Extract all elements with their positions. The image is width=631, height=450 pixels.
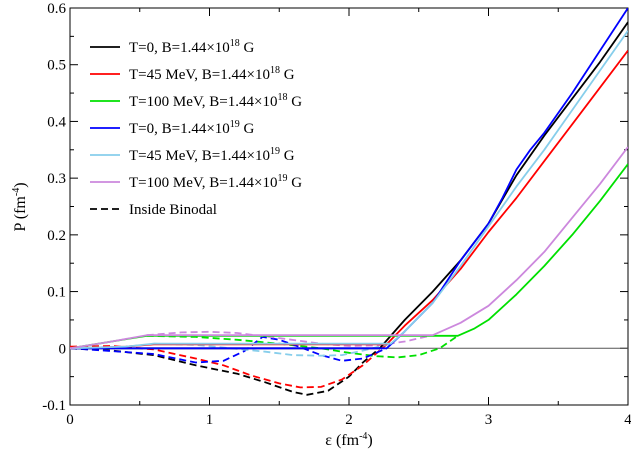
y-tick-label: -0.1	[42, 398, 66, 414]
binodal-curve	[70, 343, 388, 389]
axis-tick-labels: 0 1 2 3 4-0.100.10.20.30.40.50.6	[42, 1, 631, 428]
legend-label: T=45 MeV, B=1.44×1019 G	[129, 146, 295, 164]
x-tick-label: 4	[624, 412, 631, 428]
x-tick-label: 0	[66, 412, 74, 428]
y-tick-label: 0.4	[47, 114, 66, 130]
y-tick-label: 0.5	[47, 58, 66, 74]
y-axis-title: P (fm-4)	[11, 182, 29, 231]
binodal-curve	[153, 342, 392, 357]
series-line	[70, 163, 628, 350]
legend-label: T=0, B=1.44×1018 G	[129, 38, 255, 56]
x-tick-label: 2	[345, 412, 353, 428]
binodal-curve	[146, 334, 459, 359]
legend-label: T=100 MeV, B=1.44×1019 G	[129, 173, 302, 191]
legend-label: T=0, B=1.44×1019 G	[129, 119, 255, 137]
y-tick-label: 0.2	[47, 228, 66, 244]
series-line	[70, 8, 628, 350]
plot-curves	[70, 8, 628, 396]
x-axis-title: ε (fm-4)	[325, 431, 373, 449]
legend-label: T=100 MeV, B=1.44×1018 G	[129, 92, 302, 110]
y-tick-label: 0.3	[47, 171, 66, 187]
legend-label: T=45 MeV, B=1.44×1018 G	[129, 65, 295, 83]
x-tick-label: 1	[206, 412, 214, 428]
series-line	[70, 146, 628, 350]
y-tick-label: 0	[59, 341, 67, 357]
legend: T=0, B=1.44×1018 G T=45 MeV, B=1.44×1018 …	[90, 38, 302, 218]
y-tick-label: 0.1	[47, 285, 66, 301]
y-tick-label: 0.6	[47, 1, 66, 17]
series-line	[70, 30, 628, 350]
x-tick-label: 3	[485, 412, 493, 428]
legend-label-binodal: Inside Binodal	[129, 202, 217, 218]
